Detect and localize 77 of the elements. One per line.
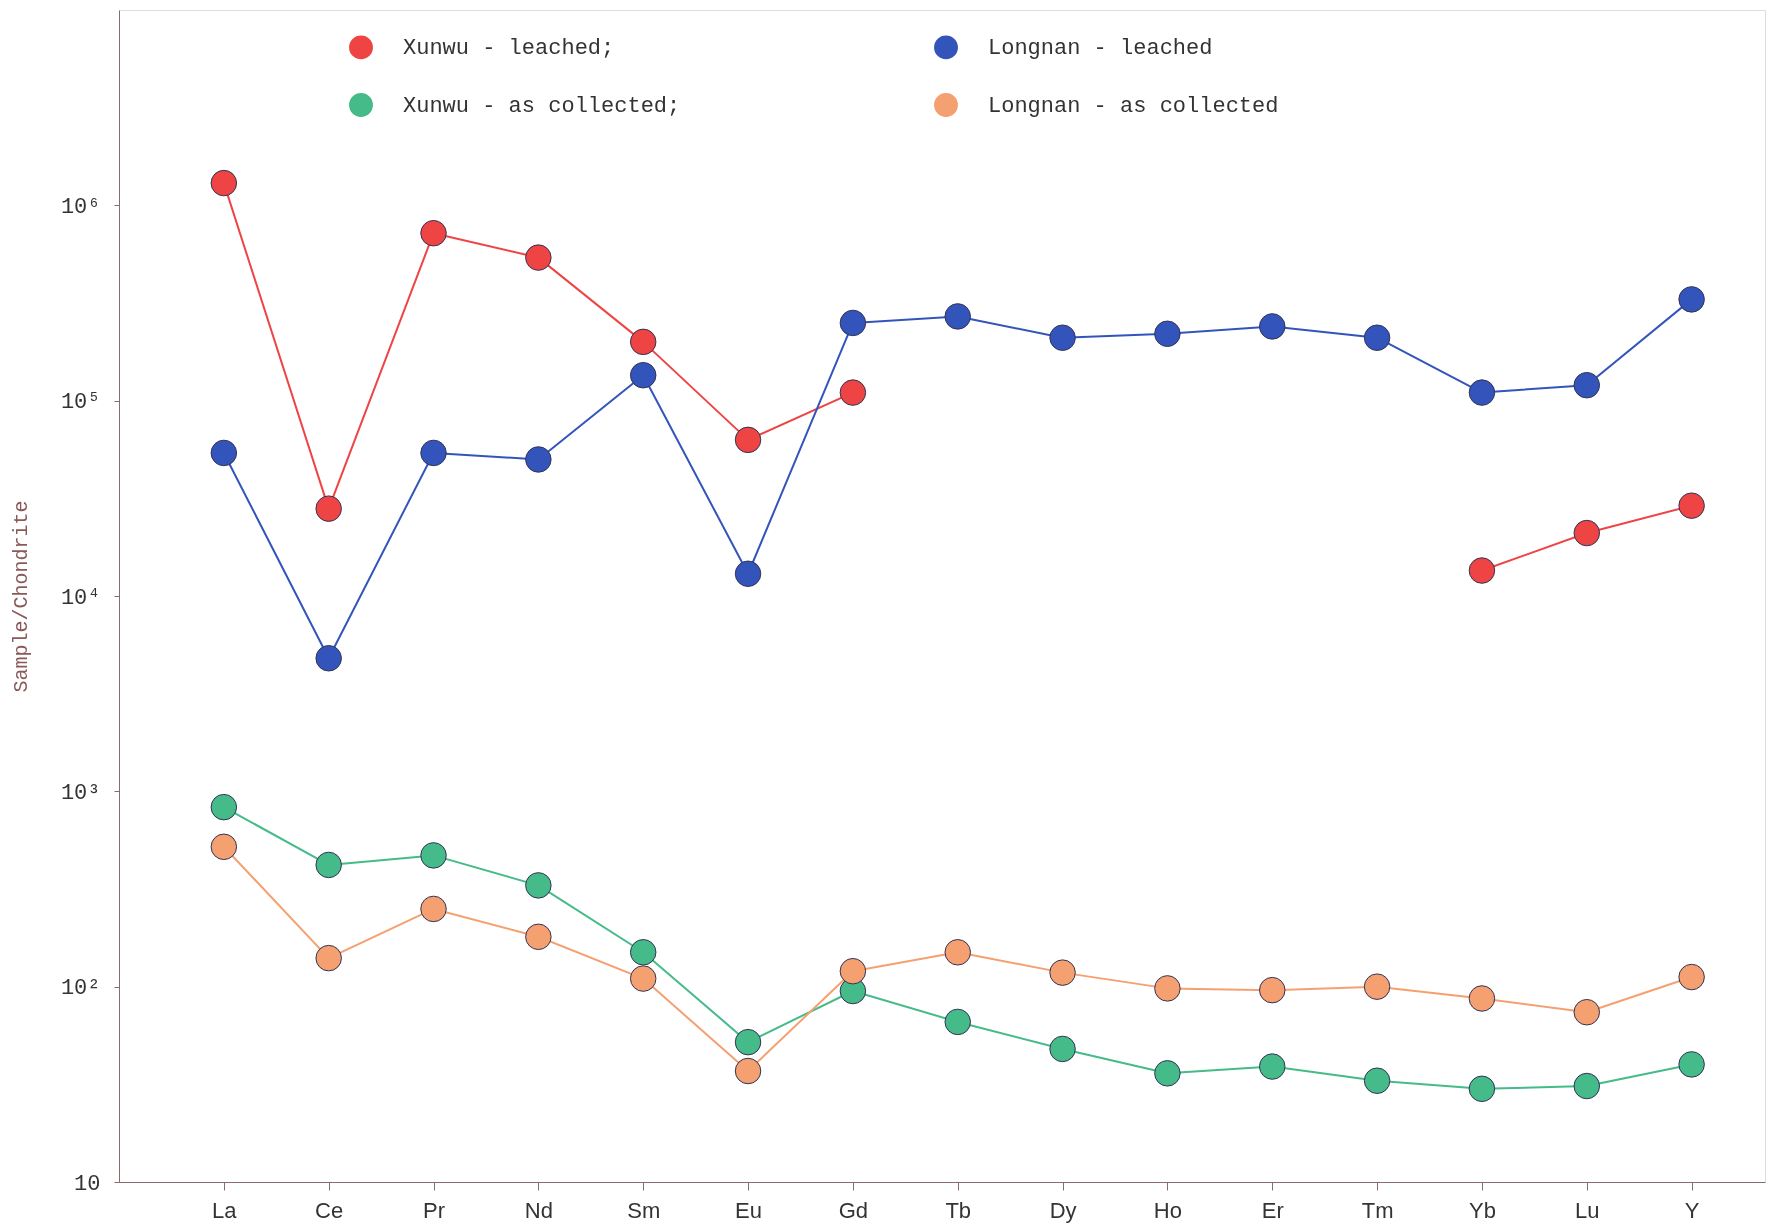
point <box>210 169 238 197</box>
point <box>315 645 342 672</box>
x-tick-label: La <box>212 1197 238 1223</box>
legend-label: Longnan - as collected <box>988 94 1279 119</box>
point <box>525 446 552 473</box>
point <box>1678 1051 1705 1078</box>
y-tick-label: 10⁵ <box>60 390 101 416</box>
point <box>734 426 762 454</box>
x-tick-label: Y <box>1684 1197 1700 1223</box>
y-tick-label: 10 <box>74 1171 101 1197</box>
y-tick-label: 10² <box>60 976 101 1002</box>
point <box>1049 959 1076 986</box>
point <box>629 939 657 966</box>
point <box>1154 320 1181 347</box>
x-tick-label: Ho <box>1153 1197 1182 1223</box>
x-tick-label: Dy <box>1049 1197 1077 1223</box>
y-tick-label: 10³ <box>60 780 101 806</box>
point <box>210 793 238 821</box>
point <box>1154 975 1181 1002</box>
point <box>1154 1060 1181 1087</box>
legend-label: Xunwu - leached; <box>403 36 615 62</box>
point <box>629 361 657 389</box>
legend-label: Xunwu - as collected; <box>403 94 681 119</box>
point <box>944 303 971 330</box>
x-tick-label: Tm <box>1361 1197 1394 1223</box>
point <box>944 939 971 966</box>
point <box>1573 1072 1601 1100</box>
point <box>315 495 342 522</box>
point <box>1259 1053 1286 1080</box>
x-tick-label: Lu <box>1575 1197 1600 1223</box>
point <box>629 965 657 992</box>
point <box>734 1028 762 1056</box>
point <box>210 439 238 467</box>
x-tick-label: Yb <box>1468 1197 1496 1223</box>
point <box>315 944 342 972</box>
point <box>1363 973 1391 1000</box>
point <box>1259 976 1286 1004</box>
y-tick-label: 10⁴ <box>60 585 101 611</box>
x-tick-label: Nd <box>524 1197 553 1223</box>
point <box>525 872 552 899</box>
point <box>420 219 447 247</box>
x-tick-label: Tb <box>945 1197 972 1223</box>
point <box>1468 1075 1496 1103</box>
point <box>1573 371 1601 399</box>
point <box>1363 324 1391 351</box>
point <box>734 560 762 587</box>
legend-label: Longnan - leached <box>988 36 1213 62</box>
point <box>420 895 447 923</box>
point <box>839 957 867 985</box>
x-tick-label: Er <box>1261 1197 1284 1223</box>
point <box>315 851 342 879</box>
point <box>210 833 238 861</box>
point <box>420 842 447 869</box>
point <box>1468 985 1496 1012</box>
x-tick-label: Pr <box>423 1197 446 1223</box>
point <box>1678 963 1705 991</box>
x-tick-label: Ce <box>315 1197 344 1223</box>
point <box>420 439 447 467</box>
y-tick-label: 10⁶ <box>60 194 101 220</box>
x-tick-label: Eu <box>735 1197 763 1223</box>
x-tick-label: Gd <box>838 1197 869 1223</box>
point <box>525 244 552 271</box>
point <box>944 1008 971 1036</box>
point <box>525 923 552 951</box>
point <box>1259 313 1286 340</box>
point <box>1468 379 1496 406</box>
point <box>1049 1035 1076 1063</box>
point <box>629 328 657 356</box>
point <box>1573 998 1601 1026</box>
point <box>839 309 867 337</box>
y-axis-title: Sample/Chondrite <box>9 500 33 693</box>
point <box>1678 286 1705 313</box>
point <box>1363 1067 1391 1094</box>
x-tick-label: Sm <box>627 1197 661 1223</box>
point <box>734 1057 762 1085</box>
point <box>839 379 867 406</box>
point <box>1049 324 1076 351</box>
